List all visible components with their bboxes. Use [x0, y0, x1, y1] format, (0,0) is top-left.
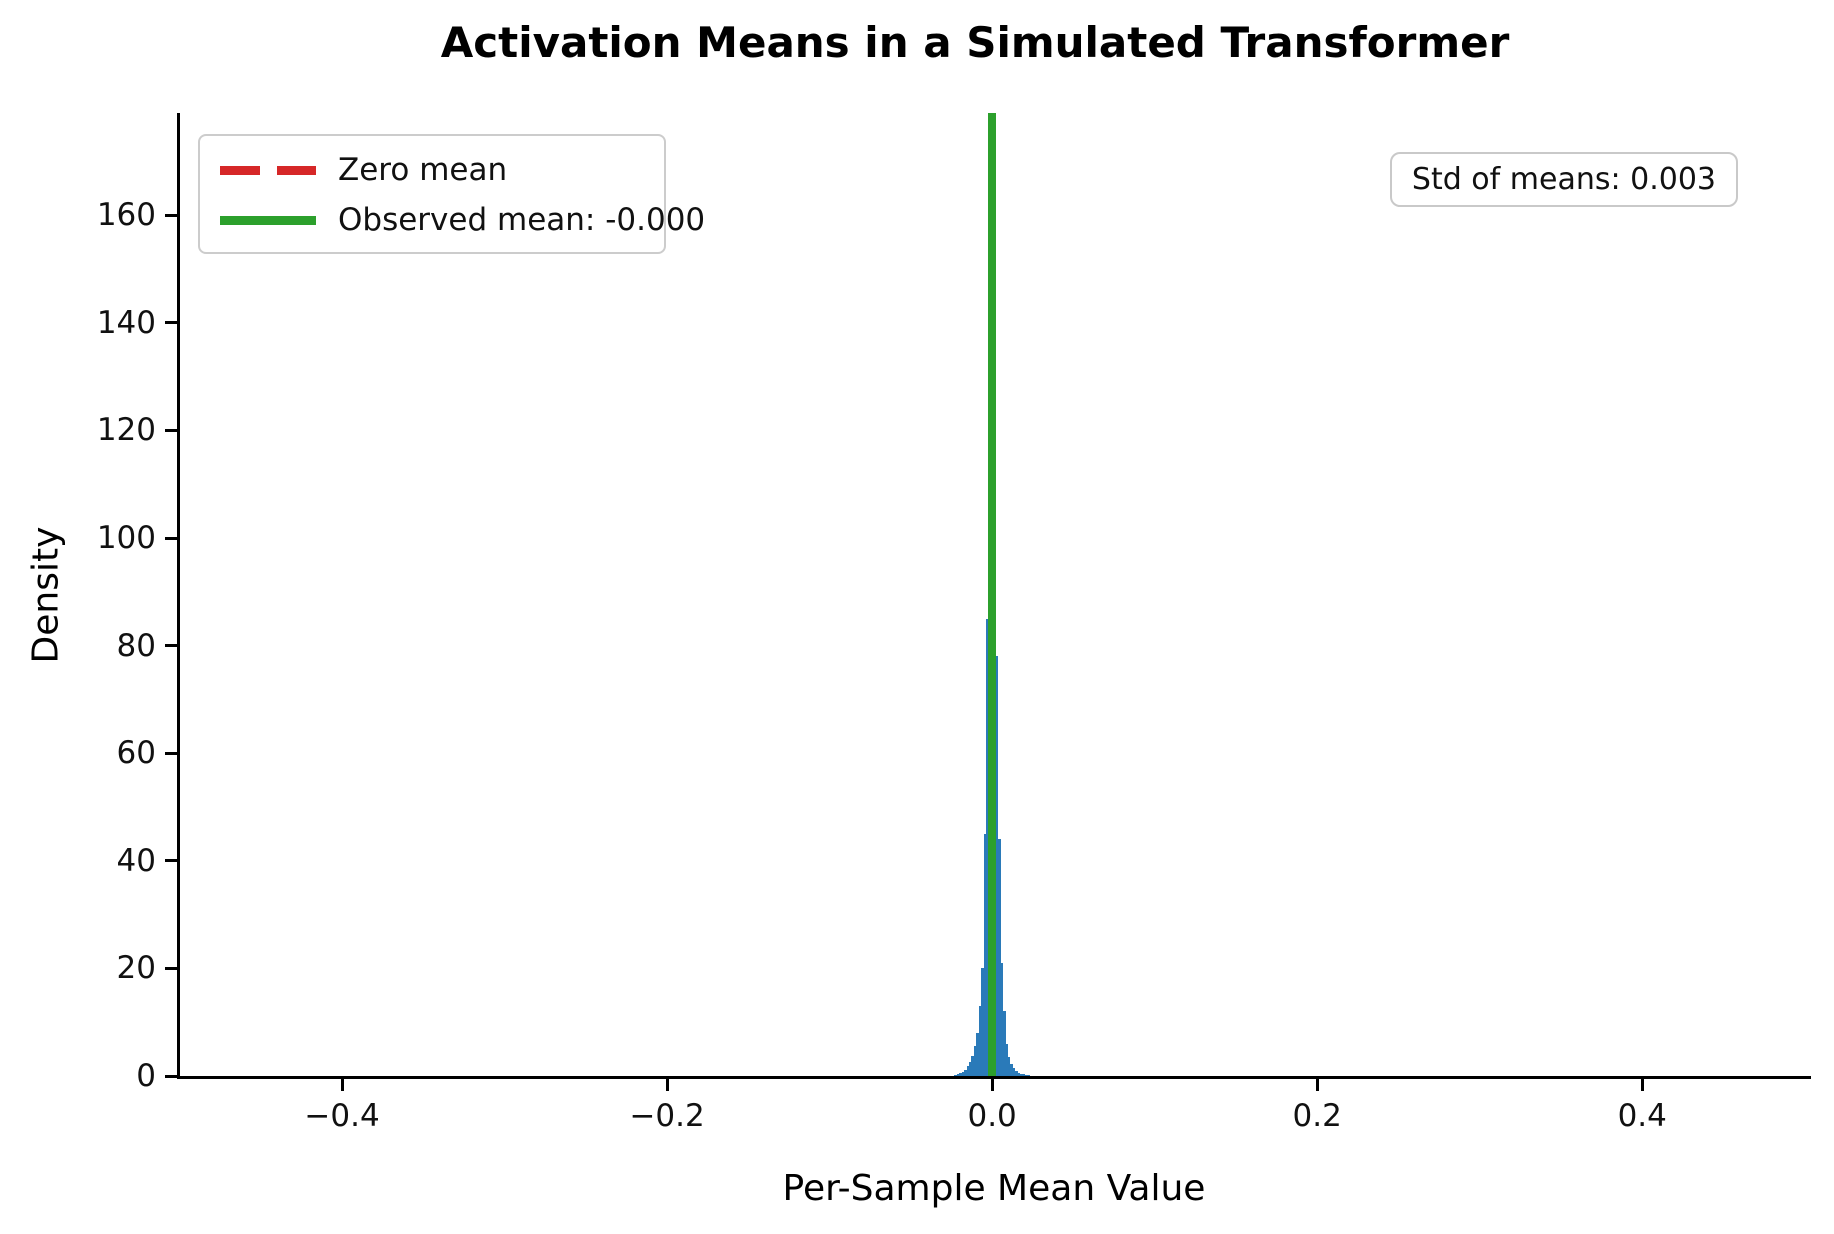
legend-item-observed-mean: Observed mean: -0.000	[220, 202, 705, 238]
y-tick	[165, 536, 177, 540]
y-axis-label: Density	[25, 526, 67, 664]
zero-mean-dash-swatch	[220, 165, 316, 175]
legend-label-observed-mean: Observed mean: -0.000	[338, 202, 706, 238]
y-tick	[165, 644, 177, 648]
histogram-bar	[1022, 1074, 1026, 1076]
x-tick	[1640, 1079, 1644, 1091]
observed-mean-line-swatch	[220, 215, 316, 225]
histogram-bar	[1012, 1068, 1016, 1076]
y-tick	[165, 428, 177, 432]
histogram-bar	[971, 1055, 974, 1076]
histogram-bar	[959, 1073, 962, 1076]
y-axis-spine	[177, 113, 180, 1079]
histogram-bar	[954, 1074, 957, 1076]
histogram-bar	[1025, 1074, 1028, 1076]
y-tick	[165, 321, 177, 325]
y-tick-label: 120	[96, 412, 156, 449]
histogram-bar	[964, 1069, 967, 1076]
y-tick-label: 20	[116, 950, 156, 987]
legend: Zero mean Observed mean: -0.000	[198, 134, 705, 254]
y-tick-label: 160	[96, 197, 156, 234]
plot-area: −0.4 −0.2 0.0 0.2 0.4 0 20 40 60 80 100 120 140 160 …	[97, 113, 1808, 1134]
y-tick-label: 100	[96, 520, 156, 556]
std-annotation: Std of means: 0.003	[1389, 152, 1738, 207]
y-tick	[165, 751, 177, 755]
histogram-bar	[978, 1006, 982, 1076]
histogram-bar	[1015, 1071, 1018, 1076]
y-tick-label: 140	[96, 304, 156, 341]
histogram-bar	[1005, 1043, 1008, 1076]
x-tick-label: 0.2	[1292, 1098, 1342, 1134]
histogram-bar	[1000, 963, 1004, 1076]
histogram-bar	[966, 1066, 969, 1076]
y-tick	[165, 213, 177, 217]
x-tick-label: 0.0	[967, 1098, 1017, 1134]
histogram-bar	[1007, 1057, 1011, 1076]
chart-title: Activation Means in a Simulated Transfor…	[440, 18, 1510, 67]
histogram-bar	[968, 1062, 972, 1076]
histogram-bar	[1020, 1073, 1023, 1076]
x-axis-spine	[177, 1076, 1811, 1079]
x-tick	[990, 1079, 994, 1091]
histogram-bar	[1027, 1075, 1030, 1076]
histogram-bar	[976, 1032, 979, 1076]
observed-mean-line	[988, 113, 997, 1076]
x-tick-label: −0.4	[304, 1098, 380, 1134]
y-tick-label: 80	[116, 627, 156, 664]
y-tick	[165, 859, 177, 863]
x-tick	[340, 1079, 344, 1091]
histogram-bar	[956, 1074, 960, 1076]
x-tick	[1315, 1079, 1319, 1091]
histogram-bar	[1010, 1064, 1013, 1076]
histogram-bar	[1003, 1011, 1006, 1076]
histogram-bar	[983, 833, 987, 1076]
histogram-bar	[995, 656, 999, 1076]
y-tick	[165, 966, 177, 970]
y-tick-label: 0	[136, 1058, 156, 1094]
histogram-bar	[1017, 1072, 1021, 1076]
histogram-bar	[981, 968, 984, 1076]
histogram-bar	[986, 618, 989, 1076]
x-tick-label: −0.2	[629, 1098, 705, 1134]
y-tick-label: 40	[116, 842, 156, 879]
x-axis-label: Per-Sample Mean Value	[782, 1168, 1206, 1209]
histogram-bar	[973, 1046, 977, 1076]
legend-label-zero-mean: Zero mean	[338, 152, 508, 188]
histogram-bar	[998, 839, 1001, 1076]
legend-item-zero-mean: Zero mean	[220, 152, 648, 188]
y-tick-label: 60	[116, 735, 156, 772]
x-tick-label: 0.4	[1617, 1098, 1667, 1134]
x-tick	[665, 1079, 669, 1091]
y-tick	[165, 1074, 177, 1078]
histogram-bar	[961, 1071, 965, 1076]
